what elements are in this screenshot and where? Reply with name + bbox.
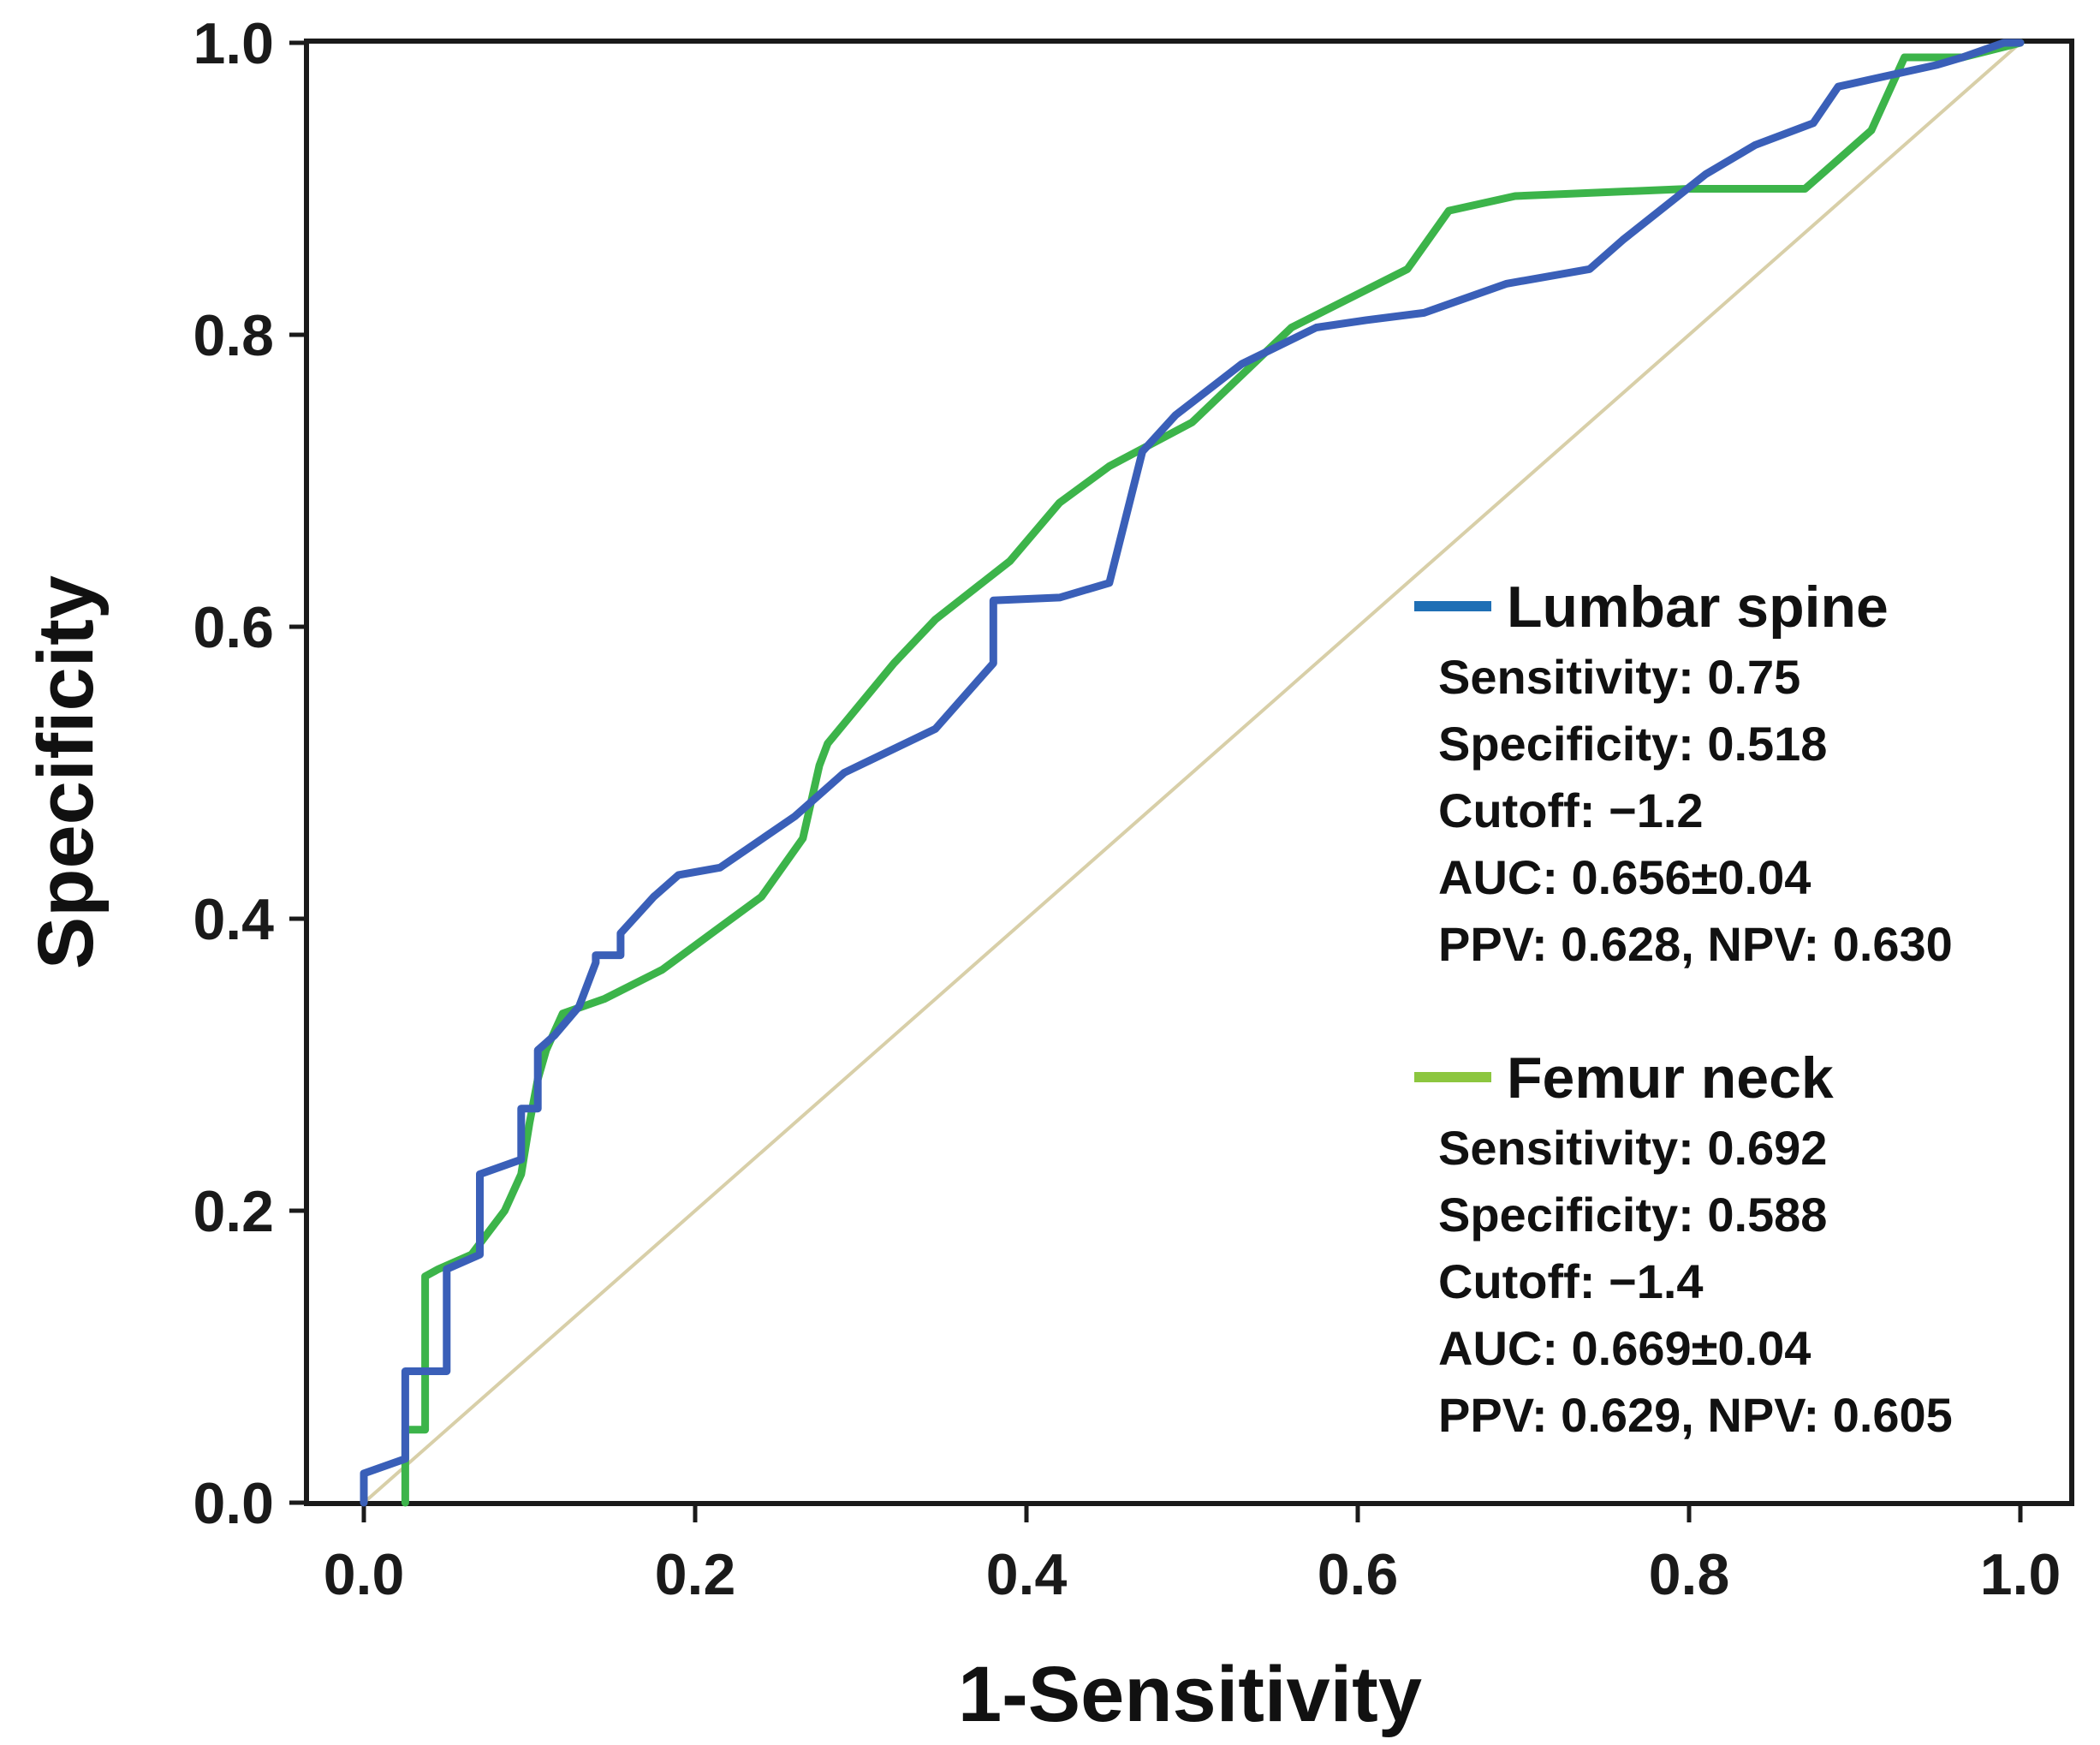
x-axis-title: 1-Sensitivity — [958, 1651, 1422, 1738]
x-tick-label: 0.2 — [655, 1542, 736, 1607]
x-tick-label: 0.0 — [324, 1542, 405, 1607]
y-tick-label: 1.0 — [193, 11, 274, 76]
y-tick-label: 0.4 — [193, 887, 274, 952]
y-tick-label: 0.2 — [193, 1179, 274, 1244]
legend-stat-femur-neck: Sensitivity: 0.692 — [1438, 1121, 1827, 1175]
series-layer — [360, 39, 2025, 1507]
legend-stat-lumbar-spine: Sensitivity: 0.75 — [1438, 650, 1800, 704]
legend: Lumbar spine Sensitivity: 0.75 Specificity… — [1414, 575, 1953, 1442]
y-axis-ticks: 0.0 0.2 0.4 0.6 0.8 1.0 — [193, 11, 306, 1536]
legend-stat-femur-neck: AUC: 0.669±0.04 — [1438, 1321, 1811, 1375]
y-tick-label: 0.0 — [193, 1471, 274, 1536]
legend-label-femur-neck: Femur neck — [1507, 1045, 1834, 1111]
legend-stat-femur-neck: PPV: 0.629, NPV: 0.605 — [1438, 1388, 1953, 1442]
legend-stat-lumbar-spine: PPV: 0.628, NPV: 0.630 — [1438, 917, 1953, 971]
legend-stat-lumbar-spine: Specificity: 0.518 — [1438, 717, 1827, 771]
x-tick-label: 0.6 — [1318, 1542, 1399, 1607]
legend-stat-lumbar-spine: AUC: 0.656±0.04 — [1438, 850, 1811, 904]
x-tick-label: 0.4 — [986, 1542, 1068, 1607]
plot-frame — [304, 39, 2074, 1506]
x-tick-label: 0.8 — [1649, 1542, 1730, 1607]
legend-stat-femur-neck: Cutoff: −1.4 — [1438, 1254, 1704, 1308]
legend-label-lumbar-spine: Lumbar spine — [1507, 575, 1889, 640]
legend-stat-lumbar-spine: Cutoff: −1.2 — [1438, 783, 1704, 837]
lumbar-spine-roc-line — [360, 39, 2025, 1507]
x-tick-label: 1.0 — [1980, 1542, 2061, 1607]
y-axis-title: Specificity — [22, 575, 110, 969]
legend-stat-femur-neck: Specificity: 0.588 — [1438, 1188, 1827, 1242]
y-tick-label: 0.6 — [193, 595, 274, 660]
y-tick-label: 0.8 — [193, 303, 274, 368]
reference-diagonal-line — [362, 41, 2022, 1504]
x-axis-ticks: 0.0 0.2 0.4 0.6 0.8 1.0 — [324, 1504, 2061, 1607]
